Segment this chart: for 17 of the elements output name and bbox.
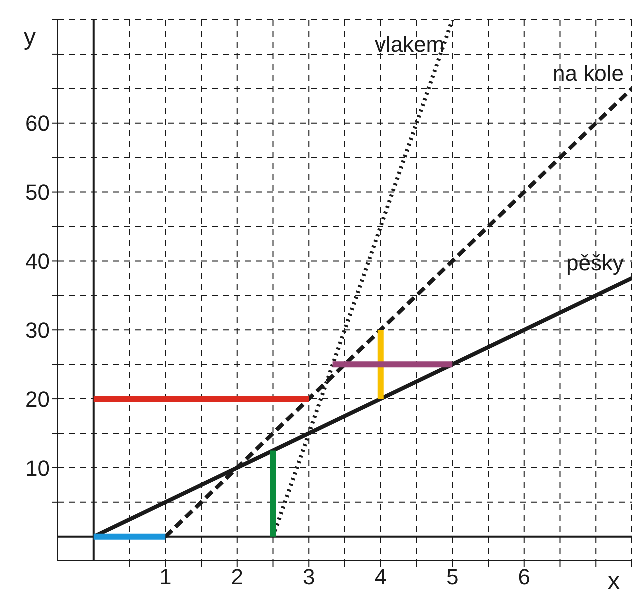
series-label: pěšky [566, 250, 624, 276]
y-axis-title: y [24, 24, 36, 52]
x-tick-label: 4 [374, 564, 387, 590]
x-tick-label: 3 [303, 564, 316, 590]
x-tick-label: 6 [518, 564, 530, 590]
x-tick-label: 2 [231, 564, 244, 590]
series-label: na kole [553, 60, 624, 86]
x-tick-label: 1 [160, 564, 172, 590]
y-tick-label: 20 [26, 386, 50, 412]
y-tick-label: 40 [26, 249, 50, 274]
y-tick-label: 10 [26, 456, 50, 481]
x-axis-title: x [608, 568, 620, 595]
x-tick-label: 5 [446, 564, 459, 590]
y-tick-label: 50 [26, 180, 50, 206]
series-label: vlakem [374, 32, 445, 57]
y-tick-label: 60 [26, 111, 50, 136]
y-tick-label: 30 [26, 318, 50, 343]
